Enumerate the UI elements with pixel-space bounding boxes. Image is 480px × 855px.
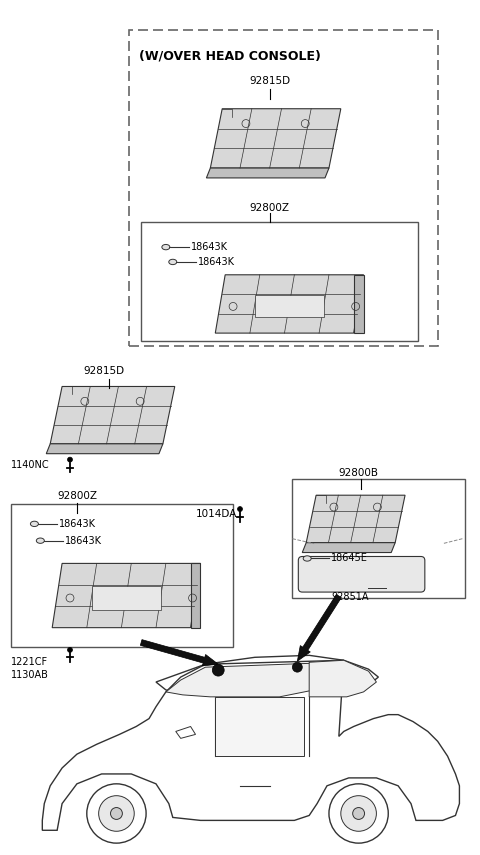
Circle shape <box>238 506 242 511</box>
Text: 92815D: 92815D <box>249 76 290 86</box>
Text: (W/OVER HEAD CONSOLE): (W/OVER HEAD CONSOLE) <box>139 50 321 62</box>
Bar <box>255 295 324 317</box>
Polygon shape <box>50 386 175 444</box>
Polygon shape <box>216 697 304 756</box>
Text: 92800Z: 92800Z <box>250 203 289 213</box>
Polygon shape <box>52 563 201 628</box>
Text: 18643K: 18643K <box>59 519 96 529</box>
Polygon shape <box>156 655 378 697</box>
Polygon shape <box>210 109 341 168</box>
Text: 92851A: 92851A <box>331 592 369 602</box>
Text: 18643K: 18643K <box>191 242 228 252</box>
Circle shape <box>99 796 134 831</box>
Bar <box>141 222 418 341</box>
Text: 92800B: 92800B <box>339 468 379 478</box>
Ellipse shape <box>169 259 177 264</box>
Text: 1221CF: 1221CF <box>11 657 48 667</box>
Circle shape <box>110 808 122 819</box>
Polygon shape <box>306 495 405 543</box>
Polygon shape <box>309 660 376 697</box>
Text: 18643K: 18643K <box>65 536 102 545</box>
Polygon shape <box>42 660 459 830</box>
Ellipse shape <box>36 538 44 543</box>
Polygon shape <box>191 563 201 628</box>
Text: 92800Z: 92800Z <box>57 492 97 501</box>
Bar <box>129 30 438 346</box>
Text: 18643K: 18643K <box>197 257 235 267</box>
Polygon shape <box>297 594 341 661</box>
Ellipse shape <box>162 245 170 250</box>
Polygon shape <box>46 444 163 454</box>
Bar <box>292 480 466 598</box>
Circle shape <box>68 457 72 462</box>
Polygon shape <box>206 168 329 178</box>
Polygon shape <box>354 274 363 333</box>
Bar <box>92 586 161 610</box>
Text: 92815D: 92815D <box>84 366 125 375</box>
Polygon shape <box>176 727 195 739</box>
Circle shape <box>87 784 146 843</box>
Polygon shape <box>140 640 218 666</box>
Bar <box>11 504 233 647</box>
Circle shape <box>329 784 388 843</box>
Text: 18645E: 18645E <box>331 553 368 563</box>
Text: 1130AB: 1130AB <box>11 670 48 681</box>
Circle shape <box>341 796 376 831</box>
Ellipse shape <box>30 522 38 527</box>
Polygon shape <box>216 274 363 333</box>
Circle shape <box>292 663 302 672</box>
Circle shape <box>212 664 224 676</box>
Ellipse shape <box>303 556 311 561</box>
Polygon shape <box>166 663 344 697</box>
Polygon shape <box>302 543 395 552</box>
Text: 1140NC: 1140NC <box>11 460 49 469</box>
FancyBboxPatch shape <box>298 557 425 592</box>
Text: 1014DA: 1014DA <box>195 509 237 519</box>
Circle shape <box>68 647 72 652</box>
Circle shape <box>353 808 364 819</box>
